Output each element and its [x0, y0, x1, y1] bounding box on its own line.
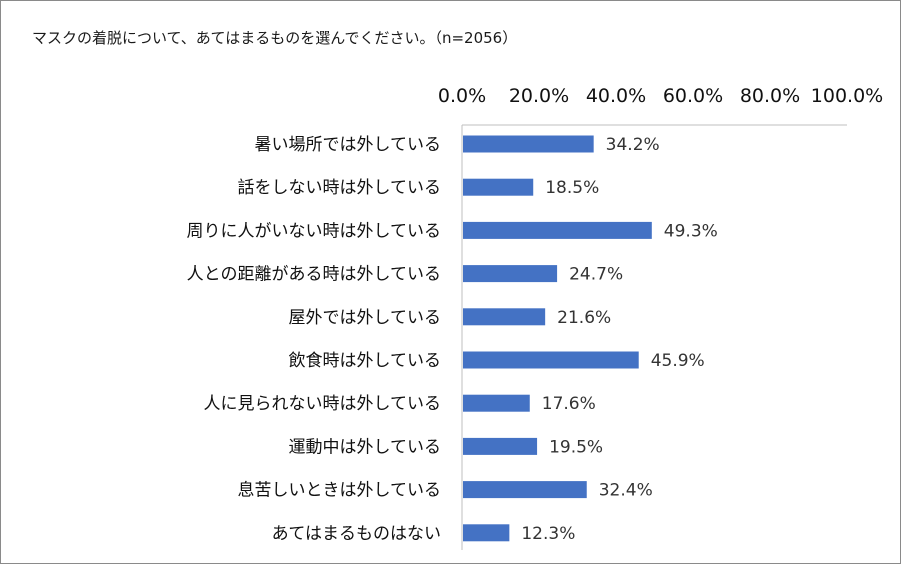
category-label: 人に見られない時は外している [204, 394, 442, 414]
category-label: 話をしない時は外している [238, 178, 442, 198]
x-tick-label: 80.0% [740, 85, 800, 107]
x-tick-label: 60.0% [663, 85, 723, 107]
category-label: あてはまるものはない [272, 524, 441, 544]
chart-title: マスクの着脱について、あてはまるものを選んでください。（n=2056） [32, 29, 518, 47]
data-label: 19.5% [549, 437, 603, 457]
data-label: 17.6% [542, 394, 596, 414]
data-label: 18.5% [545, 178, 599, 198]
x-tick-label: 40.0% [586, 85, 646, 107]
data-label: 24.7% [569, 265, 623, 285]
category-label: 暑い場所では外している [255, 135, 442, 155]
bar [463, 524, 510, 542]
bar [463, 437, 538, 455]
bar [463, 265, 558, 283]
data-label: 34.2% [606, 135, 660, 155]
data-label: 32.4% [599, 481, 653, 501]
bar [463, 481, 587, 499]
category-label: 飲食時は外している [289, 351, 442, 371]
category-label: 屋外では外している [289, 308, 442, 328]
bar [463, 351, 639, 369]
bar [463, 178, 534, 196]
x-tick-label: 100.0% [811, 85, 883, 107]
bar [463, 135, 594, 153]
bar [463, 221, 652, 239]
category-label: 運動中は外している [289, 437, 442, 457]
bar [463, 308, 546, 326]
bar [463, 394, 530, 412]
category-label: 人との距離がある時は外している [187, 265, 441, 285]
x-tick-label: 20.0% [509, 85, 569, 107]
category-label: 息苦しいときは外している [238, 481, 442, 501]
category-label: 周りに人がいない時は外している [187, 221, 442, 241]
x-tick-label: 0.0% [438, 85, 486, 107]
data-label: 12.3% [521, 524, 575, 544]
data-label: 49.3% [664, 221, 718, 241]
data-label: 45.9% [651, 351, 705, 371]
data-label: 21.6% [557, 308, 611, 328]
